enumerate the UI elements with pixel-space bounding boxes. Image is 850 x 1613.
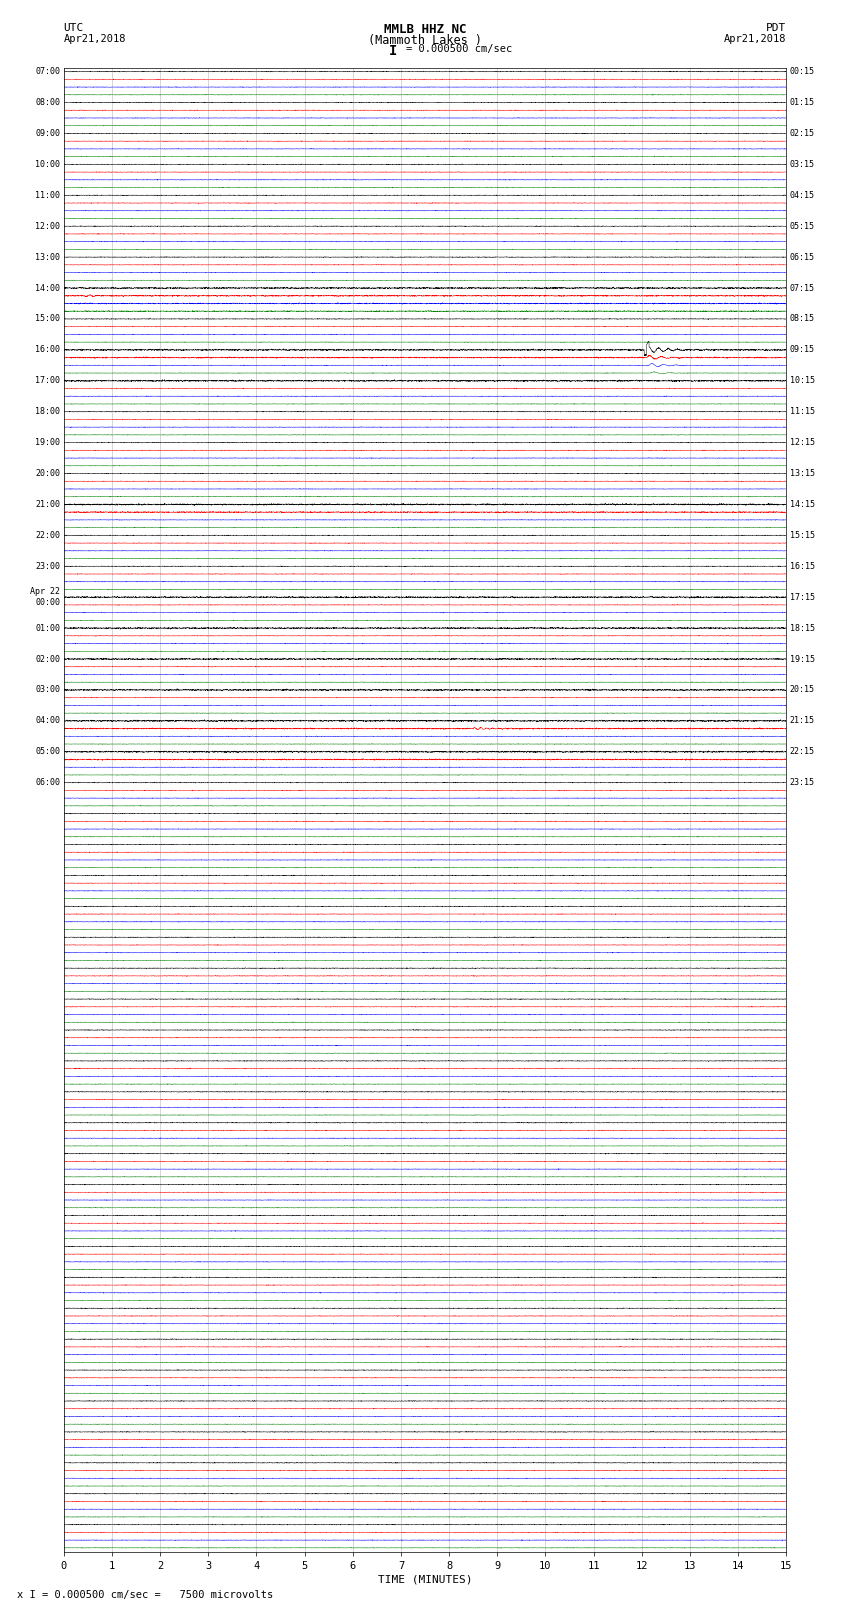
Text: 02:00: 02:00 [35,655,60,663]
Text: (Mammoth Lakes ): (Mammoth Lakes ) [368,34,482,47]
Text: 18:00: 18:00 [35,406,60,416]
Text: 13:15: 13:15 [790,469,815,477]
Text: 07:15: 07:15 [790,284,815,292]
Text: 20:15: 20:15 [790,686,815,695]
Text: 21:15: 21:15 [790,716,815,726]
Text: 08:00: 08:00 [35,98,60,106]
Text: 16:00: 16:00 [35,345,60,355]
Text: 01:15: 01:15 [790,98,815,106]
Text: 07:00: 07:00 [35,68,60,76]
Text: 01:00: 01:00 [35,624,60,632]
X-axis label: TIME (MINUTES): TIME (MINUTES) [377,1574,473,1586]
Text: 11:15: 11:15 [790,406,815,416]
Text: 20:00: 20:00 [35,469,60,477]
Text: 06:15: 06:15 [790,253,815,261]
Text: 13:00: 13:00 [35,253,60,261]
Text: 05:00: 05:00 [35,747,60,756]
Text: 21:00: 21:00 [35,500,60,510]
Text: 14:15: 14:15 [790,500,815,510]
Text: 15:00: 15:00 [35,315,60,324]
Text: 23:00: 23:00 [35,561,60,571]
Text: 03:00: 03:00 [35,686,60,695]
Text: MMLB HHZ NC: MMLB HHZ NC [383,24,467,37]
Text: 23:15: 23:15 [790,777,815,787]
Text: 14:00: 14:00 [35,284,60,292]
Text: 09:15: 09:15 [790,345,815,355]
Text: 10:00: 10:00 [35,160,60,169]
Text: 11:00: 11:00 [35,190,60,200]
Text: 17:15: 17:15 [790,592,815,602]
Text: 22:15: 22:15 [790,747,815,756]
Text: 15:15: 15:15 [790,531,815,540]
Text: Apr21,2018: Apr21,2018 [64,34,127,44]
Text: 08:15: 08:15 [790,315,815,324]
Text: 05:15: 05:15 [790,221,815,231]
Text: Apr 22
00:00: Apr 22 00:00 [30,587,60,606]
Text: PDT: PDT [766,24,786,34]
Text: 02:15: 02:15 [790,129,815,139]
Text: 22:00: 22:00 [35,531,60,540]
Text: 00:15: 00:15 [790,68,815,76]
Text: 12:15: 12:15 [790,439,815,447]
Text: 17:00: 17:00 [35,376,60,386]
Text: 18:15: 18:15 [790,624,815,632]
Text: Apr21,2018: Apr21,2018 [723,34,786,44]
Text: 12:00: 12:00 [35,221,60,231]
Text: 03:15: 03:15 [790,160,815,169]
Text: 04:15: 04:15 [790,190,815,200]
Text: I: I [388,44,397,58]
Text: UTC: UTC [64,24,84,34]
Text: x I = 0.000500 cm/sec =   7500 microvolts: x I = 0.000500 cm/sec = 7500 microvolts [17,1590,273,1600]
Text: 06:00: 06:00 [35,777,60,787]
Text: 10:15: 10:15 [790,376,815,386]
Text: 19:00: 19:00 [35,439,60,447]
Text: 19:15: 19:15 [790,655,815,663]
Text: 16:15: 16:15 [790,561,815,571]
Text: 04:00: 04:00 [35,716,60,726]
Text: 09:00: 09:00 [35,129,60,139]
Text: = 0.000500 cm/sec: = 0.000500 cm/sec [406,44,513,53]
